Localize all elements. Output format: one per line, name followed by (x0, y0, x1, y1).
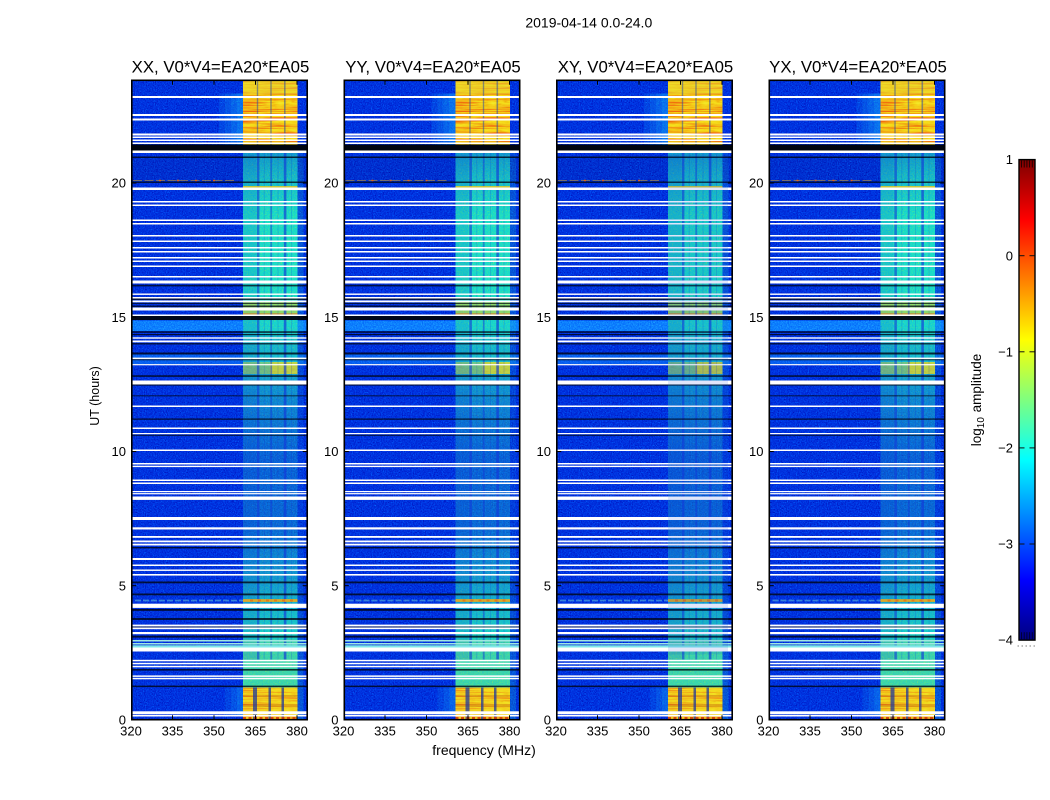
svg-text:320: 320 (120, 724, 142, 739)
svg-text:380: 380 (924, 724, 946, 739)
svg-text:20: 20 (537, 176, 551, 191)
svg-text:15: 15 (749, 310, 763, 325)
svg-text:−2: −2 (998, 441, 1013, 456)
svg-text:335: 335 (799, 724, 821, 739)
svg-text:1: 1 (1006, 152, 1013, 167)
svg-text:UT (hours): UT (hours) (88, 366, 102, 426)
svg-text:380: 380 (499, 724, 521, 739)
svg-text:15: 15 (537, 310, 551, 325)
svg-text:15: 15 (324, 310, 338, 325)
svg-text:10: 10 (112, 444, 126, 459)
svg-text:5: 5 (756, 578, 763, 593)
svg-text:10: 10 (749, 444, 763, 459)
svg-text:0: 0 (331, 713, 338, 728)
svg-text:0: 0 (756, 713, 763, 728)
svg-text:XY, V0*V4=EA20*EA05: XY, V0*V4=EA20*EA05 (558, 58, 734, 77)
svg-text:350: 350 (628, 724, 650, 739)
svg-text:20: 20 (112, 176, 126, 191)
svg-text:5: 5 (544, 578, 551, 593)
svg-text:335: 335 (587, 724, 609, 739)
svg-text:YX, V0*V4=EA20*EA05: YX, V0*V4=EA20*EA05 (769, 58, 947, 77)
svg-text:−3: −3 (998, 537, 1013, 552)
svg-text:350: 350 (203, 724, 225, 739)
svg-text:335: 335 (374, 724, 396, 739)
svg-text:320: 320 (333, 724, 355, 739)
svg-text:10: 10 (324, 444, 338, 459)
svg-text:380: 380 (286, 724, 308, 739)
svg-text:XX, V0*V4=EA20*EA05: XX, V0*V4=EA20*EA05 (132, 58, 310, 77)
svg-text:5: 5 (119, 578, 126, 593)
svg-text:350: 350 (841, 724, 863, 739)
svg-text:10: 10 (537, 444, 551, 459)
svg-text:380: 380 (711, 724, 733, 739)
svg-text:335: 335 (162, 724, 184, 739)
svg-text:365: 365 (457, 724, 479, 739)
svg-text:365: 365 (670, 724, 692, 739)
svg-text:20: 20 (749, 176, 763, 191)
svg-text:320: 320 (758, 724, 780, 739)
svg-text:frequency (MHz): frequency (MHz) (432, 742, 535, 758)
svg-text:−4: −4 (998, 633, 1013, 648)
svg-text:350: 350 (416, 724, 438, 739)
svg-text:365: 365 (882, 724, 904, 739)
svg-text:320: 320 (545, 724, 567, 739)
svg-text:0: 0 (1006, 248, 1013, 263)
svg-text:0: 0 (119, 713, 126, 728)
svg-text:15: 15 (112, 310, 126, 325)
svg-text:−1: −1 (998, 344, 1013, 359)
svg-text:2019-04-14 0.0-24.0: 2019-04-14 0.0-24.0 (525, 15, 652, 31)
svg-text:5: 5 (331, 578, 338, 593)
svg-text:20: 20 (324, 176, 338, 191)
svg-text:365: 365 (245, 724, 267, 739)
svg-text:0: 0 (544, 713, 551, 728)
svg-text:YY, V0*V4=EA20*EA05: YY, V0*V4=EA20*EA05 (345, 58, 521, 77)
